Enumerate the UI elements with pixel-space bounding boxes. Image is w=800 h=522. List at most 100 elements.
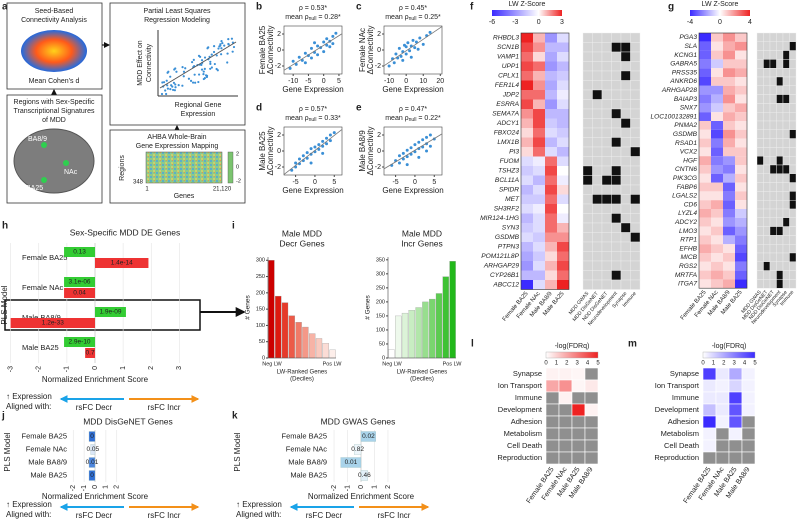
gene-label: UPP1 (502, 63, 520, 70)
decor-dot (215, 67, 218, 71)
annotation-cell (630, 232, 641, 243)
point (303, 51, 307, 55)
heat-cell (699, 33, 711, 42)
heat-cell (699, 226, 711, 236)
heat-cell (711, 41, 723, 51)
decor-dot (226, 52, 229, 55)
fit-line (283, 129, 343, 175)
point (428, 133, 432, 137)
annotation-cell (763, 67, 771, 78)
x-tick-label: 0 (92, 485, 99, 489)
annotation-cell (592, 184, 603, 195)
annotation-cell (756, 50, 764, 60)
heat-frame (520, 32, 570, 290)
point (397, 154, 401, 158)
heat-cell (521, 251, 533, 261)
annotation-cell (611, 137, 622, 148)
heat-cell (545, 61, 557, 71)
annotation-cell (789, 147, 797, 157)
annotation-cell (782, 41, 790, 51)
p-label: 0.13 (73, 249, 86, 256)
point (417, 140, 421, 144)
heat-cell (699, 244, 711, 253)
annotation-cell (620, 42, 631, 53)
gene-label: PRSS35 (672, 69, 698, 76)
annotation-cell (763, 120, 771, 131)
annotation-cell (763, 85, 771, 95)
decor-dot (231, 50, 234, 53)
decor-dot (203, 77, 206, 80)
point (313, 41, 317, 45)
heat-cell (571, 391, 586, 405)
category-label: Female NAc (286, 444, 328, 453)
row-label: Ion Transport (498, 381, 543, 390)
p-label: 0.05 (86, 446, 99, 453)
annotation-cell (776, 191, 784, 201)
heat-cell (699, 261, 711, 271)
gene-label: FUOM (500, 158, 520, 165)
heat-cell (715, 415, 730, 429)
box-title: AHBA Whole-Brain (147, 134, 206, 141)
heat-cell (533, 80, 545, 90)
box-title: Transcriptional Signatures (13, 108, 95, 115)
heat-cell (723, 261, 735, 271)
heat-cell (584, 391, 599, 405)
colorbar-tick: 2 (236, 151, 239, 157)
panel-letter: a (2, 2, 8, 13)
annotation-cell (611, 175, 622, 186)
heat-cell (728, 379, 743, 393)
annotation-cell (763, 41, 771, 51)
annotation-cell (592, 251, 603, 262)
heat-cell (723, 112, 735, 121)
annotation-cell (756, 129, 764, 139)
annotation-cell (582, 270, 593, 281)
colorbar-title: LW Z-Score (702, 1, 739, 8)
heat-cell (521, 175, 533, 185)
colorbar-tick: 3 (576, 361, 580, 367)
decor-dot (181, 66, 184, 69)
heat-cell (533, 42, 545, 52)
annotation-cell (789, 270, 797, 280)
gene-label: EFHB (679, 245, 697, 252)
heat-cell (584, 427, 599, 441)
annotation-cell (592, 232, 603, 243)
point (399, 54, 403, 58)
legend-text: rsFC Incr (148, 511, 181, 520)
gene-label: GABRA5 (670, 61, 697, 68)
heat-cell (728, 439, 743, 453)
heat-cell (533, 270, 545, 280)
x-tick-label: -1 (344, 485, 351, 491)
heat-cell (533, 204, 545, 214)
point (414, 40, 418, 44)
heat-cell (715, 403, 730, 417)
decor-dot (192, 58, 195, 62)
y-axis-label: ΔConnectivity (266, 127, 275, 176)
heat-cell (735, 244, 747, 253)
annotation-cell (769, 59, 777, 69)
heat-cell (741, 379, 756, 393)
annotation-cell (789, 76, 797, 87)
heat-cell (557, 156, 569, 166)
row-label: Adhesion (511, 417, 542, 426)
heat-cell (702, 391, 717, 405)
annotation-cell (756, 191, 764, 201)
annotation-cell (782, 59, 790, 69)
heat-cell (711, 50, 723, 60)
decor-dot (166, 84, 169, 87)
plot-frame (283, 25, 343, 75)
decor-dot (162, 81, 166, 84)
gene-label: JDP2 (502, 92, 519, 99)
heat-cell (723, 244, 735, 253)
gene-label: RSAD1 (675, 140, 697, 147)
box-title: of MDD (42, 117, 66, 124)
colorbar-tick: 0 (236, 164, 239, 170)
point (328, 45, 332, 49)
bar (360, 470, 368, 481)
heat-cell (533, 52, 545, 62)
heat-cell (735, 209, 747, 218)
p-label: 3.1e-06 (69, 279, 91, 286)
heat-cell (735, 261, 747, 271)
colorbar-tick: 4 (586, 361, 590, 367)
annotation-cell (769, 155, 777, 166)
heat-cell (699, 68, 711, 77)
